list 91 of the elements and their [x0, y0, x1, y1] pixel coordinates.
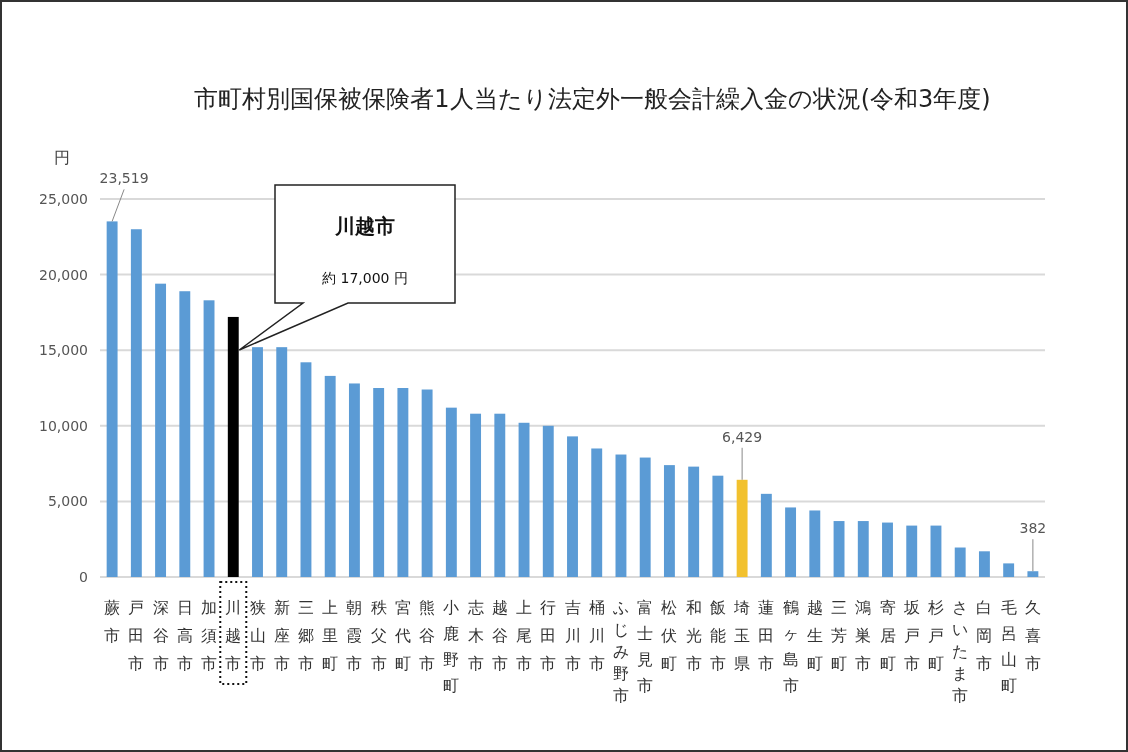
x-tick-label: 小鹿野町 — [443, 598, 460, 695]
bar — [421, 389, 433, 577]
x-tick-label: 熊谷市 — [419, 598, 436, 673]
x-tick-label: 深谷市 — [152, 598, 169, 673]
bar — [106, 221, 118, 577]
x-tick-label: 飯能市 — [709, 598, 726, 673]
bar — [494, 413, 506, 577]
bar — [348, 383, 360, 577]
x-tick-label: 戸田市 — [128, 598, 145, 673]
x-tick-label: 越谷市 — [491, 598, 508, 673]
bar — [785, 507, 797, 577]
data-label: 23,519 — [99, 170, 149, 187]
x-tick-label: 三芳町 — [831, 598, 848, 673]
y-tick-label: 5,000 — [47, 493, 88, 510]
bar — [1003, 563, 1015, 577]
x-tick-label: 和光市 — [685, 598, 702, 673]
bar — [615, 454, 627, 577]
x-tick-label: さいたま市 — [952, 598, 969, 705]
x-tick-label: 鴻巣市 — [855, 598, 872, 673]
x-tick-label: 上尾市 — [516, 598, 533, 673]
y-tick-label: 20,000 — [39, 266, 88, 283]
bar — [397, 388, 409, 577]
bar — [809, 510, 821, 577]
x-tick-label: 川越市 — [225, 598, 242, 673]
y-axis-title: 円 — [54, 148, 70, 167]
bar — [760, 493, 772, 577]
x-tick-label: 日高市 — [176, 598, 193, 673]
y-tick-label: 15,000 — [39, 342, 88, 359]
x-tick-label: 吉川市 — [564, 598, 581, 673]
bar — [882, 522, 893, 577]
y-tick-label: 25,000 — [39, 191, 88, 207]
bar — [518, 422, 530, 577]
x-tick-label: 越生町 — [806, 598, 823, 673]
bar — [663, 465, 675, 577]
x-tick-label: 行田市 — [540, 598, 557, 673]
data-label: 6,429 — [722, 428, 763, 445]
x-tick-label: 富士見市 — [637, 598, 654, 695]
x-tick-label: 蕨市 — [104, 598, 121, 645]
x-tick-label: 久喜市 — [1024, 598, 1041, 673]
x-tick-label: 秩父市 — [370, 598, 387, 673]
bar — [712, 475, 724, 577]
bar — [978, 551, 990, 577]
bar — [227, 316, 239, 577]
x-tick-label: 朝霞市 — [346, 598, 363, 673]
x-tick-label: 坂戸市 — [902, 598, 920, 673]
bar — [567, 436, 578, 577]
bar — [591, 448, 603, 577]
bar — [324, 375, 336, 577]
bar — [857, 521, 869, 577]
bar — [906, 525, 918, 577]
x-tick-label: 新座市 — [273, 598, 290, 673]
x-tick-label: 松伏町 — [661, 598, 678, 673]
x-tick-label: 上里町 — [322, 598, 339, 673]
x-tick-label: 桶川市 — [588, 598, 605, 673]
x-tick-label: 埼玉県 — [733, 598, 751, 673]
x-tick-label: 鶴ヶ島市 — [782, 598, 799, 695]
x-tick-label: 狭山市 — [249, 598, 266, 673]
bar — [470, 413, 482, 577]
bar — [833, 521, 845, 577]
x-tick-label: 三郷市 — [297, 598, 314, 673]
annotation: 約 17,000 円 — [322, 270, 408, 286]
bar — [300, 362, 312, 577]
bar — [954, 547, 966, 577]
bar — [542, 425, 554, 577]
bar — [373, 388, 385, 577]
bar — [736, 479, 748, 577]
chart-title: 市町村別国保被保険者1人当たり法定外一般会計繰入金の状況(令和3年度) — [194, 85, 991, 113]
bar — [639, 457, 651, 577]
data-label: 382 — [1019, 520, 1047, 537]
annotation: 川越市 — [334, 214, 395, 238]
x-tick-label: 加須市 — [201, 598, 218, 673]
x-tick-label: 白岡市 — [976, 598, 993, 673]
x-tick-label: 寄居町 — [879, 598, 896, 673]
bar — [203, 300, 215, 577]
x-tick-label: ふじみ野市 — [611, 598, 629, 705]
bar — [276, 347, 288, 577]
x-tick-label: 志木市 — [467, 598, 484, 673]
bar — [1027, 571, 1039, 577]
x-tick-label: 杉戸町 — [926, 598, 944, 673]
bar — [155, 283, 167, 577]
bar — [445, 407, 457, 577]
bar — [179, 291, 191, 577]
x-tick-label: 宮代町 — [393, 598, 411, 673]
x-tick-label: 蓮田市 — [758, 598, 775, 673]
bar — [252, 347, 263, 577]
y-tick-label: 10,000 — [39, 417, 88, 434]
y-tick-label: 0 — [79, 569, 88, 585]
bar — [930, 525, 942, 577]
x-tick-label: 毛呂山町 — [1000, 598, 1017, 695]
bar — [130, 229, 142, 577]
bar — [688, 466, 700, 577]
